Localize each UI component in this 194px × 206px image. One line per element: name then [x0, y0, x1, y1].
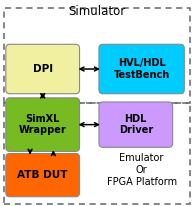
Text: Emulator
Or
FPGA Platform: Emulator Or FPGA Platform — [107, 153, 177, 187]
FancyBboxPatch shape — [99, 102, 173, 147]
FancyBboxPatch shape — [6, 153, 80, 197]
Text: HDL
Driver: HDL Driver — [119, 114, 153, 135]
Text: Simulator: Simulator — [68, 5, 126, 18]
FancyBboxPatch shape — [6, 98, 80, 151]
Text: SimXL
Wrapper: SimXL Wrapper — [19, 114, 67, 135]
Text: HVL/HDL
TestBench: HVL/HDL TestBench — [113, 58, 170, 80]
Text: ATB DUT: ATB DUT — [17, 170, 68, 180]
Text: DPI: DPI — [33, 64, 53, 74]
FancyBboxPatch shape — [99, 44, 184, 94]
FancyBboxPatch shape — [6, 44, 80, 94]
